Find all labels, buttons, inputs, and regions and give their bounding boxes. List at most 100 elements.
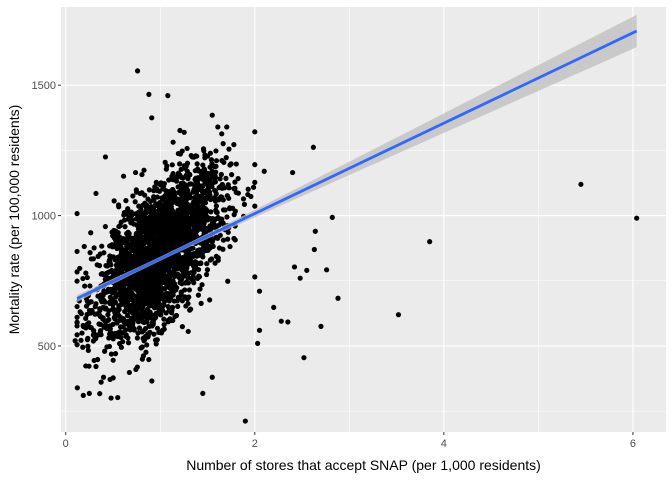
data-point	[93, 363, 99, 370]
data-point	[118, 244, 124, 250]
data-point	[203, 271, 210, 278]
data-point	[634, 215, 640, 221]
y-tick-label: 1000	[32, 211, 56, 223]
data-point	[185, 328, 191, 335]
data-point	[245, 186, 251, 192]
data-point	[188, 181, 194, 187]
data-point	[178, 230, 184, 236]
data-point	[166, 264, 172, 270]
data-point	[156, 260, 162, 267]
data-point	[134, 335, 140, 341]
data-point	[90, 256, 97, 262]
data-point	[207, 297, 213, 303]
data-point	[158, 246, 164, 252]
data-point	[104, 276, 110, 282]
data-point	[74, 278, 80, 284]
data-point	[140, 335, 146, 342]
data-point	[132, 169, 139, 176]
data-point	[194, 202, 200, 208]
data-point	[170, 139, 176, 145]
data-point	[111, 198, 117, 204]
data-point	[149, 115, 155, 121]
data-point	[139, 224, 145, 230]
data-point	[136, 203, 142, 209]
data-point	[195, 292, 201, 298]
data-point	[132, 199, 138, 205]
data-point	[175, 150, 181, 157]
data-point	[173, 213, 179, 219]
data-point	[131, 327, 137, 333]
data-point	[86, 390, 92, 397]
data-point	[156, 329, 162, 335]
data-point	[80, 275, 86, 282]
data-point	[184, 279, 190, 285]
data-point	[110, 375, 116, 381]
data-point	[185, 192, 191, 198]
data-point	[232, 179, 238, 185]
data-point	[179, 281, 185, 287]
data-point	[126, 369, 132, 376]
data-point	[217, 176, 223, 182]
data-point	[207, 164, 213, 170]
data-point	[310, 144, 316, 150]
data-point	[153, 179, 159, 185]
data-point	[146, 323, 152, 329]
data-point	[127, 256, 133, 263]
data-point	[74, 319, 80, 325]
data-point	[125, 335, 131, 341]
data-point	[198, 205, 204, 211]
data-point	[174, 285, 180, 291]
data-point	[119, 259, 125, 266]
data-point	[212, 260, 218, 266]
data-point	[77, 265, 83, 271]
data-point	[138, 292, 144, 298]
data-point	[219, 157, 225, 164]
data-point	[213, 253, 219, 260]
y-axis-title: Mortality rate (per 100,000 residents)	[6, 105, 22, 335]
data-point	[223, 175, 229, 181]
data-point	[147, 300, 153, 306]
data-point	[135, 222, 141, 228]
data-point	[179, 187, 185, 193]
data-point	[144, 224, 151, 230]
data-point	[144, 273, 150, 279]
data-point	[208, 225, 215, 232]
data-point	[149, 378, 155, 384]
data-point	[97, 391, 103, 397]
data-point	[74, 303, 80, 310]
data-point	[168, 259, 175, 265]
data-point	[167, 217, 174, 223]
data-point	[161, 316, 167, 322]
data-point	[120, 316, 126, 322]
data-point	[184, 265, 190, 271]
x-tick-label: 2	[252, 438, 258, 450]
y-axis-ticks: 500 1000 1500	[32, 80, 61, 353]
data-point	[117, 223, 123, 229]
data-point	[252, 129, 258, 135]
data-point	[115, 202, 122, 208]
data-point	[139, 329, 145, 335]
data-point	[83, 270, 89, 276]
data-point	[142, 200, 148, 206]
data-point	[153, 284, 159, 291]
data-point	[86, 363, 92, 369]
data-point	[74, 314, 80, 320]
data-point	[116, 313, 122, 319]
data-point	[216, 245, 223, 251]
data-point	[197, 286, 203, 292]
data-point	[157, 284, 163, 290]
data-point	[169, 162, 175, 168]
data-point	[145, 334, 151, 340]
data-point	[170, 269, 176, 275]
data-point	[290, 169, 296, 176]
data-point	[133, 248, 139, 255]
data-point	[231, 212, 237, 218]
data-point	[97, 306, 103, 312]
data-point	[120, 236, 126, 242]
data-point	[201, 166, 207, 172]
data-point	[177, 127, 183, 134]
data-point	[118, 291, 124, 297]
data-point	[154, 236, 160, 242]
data-point	[151, 194, 157, 200]
data-point	[219, 194, 225, 200]
